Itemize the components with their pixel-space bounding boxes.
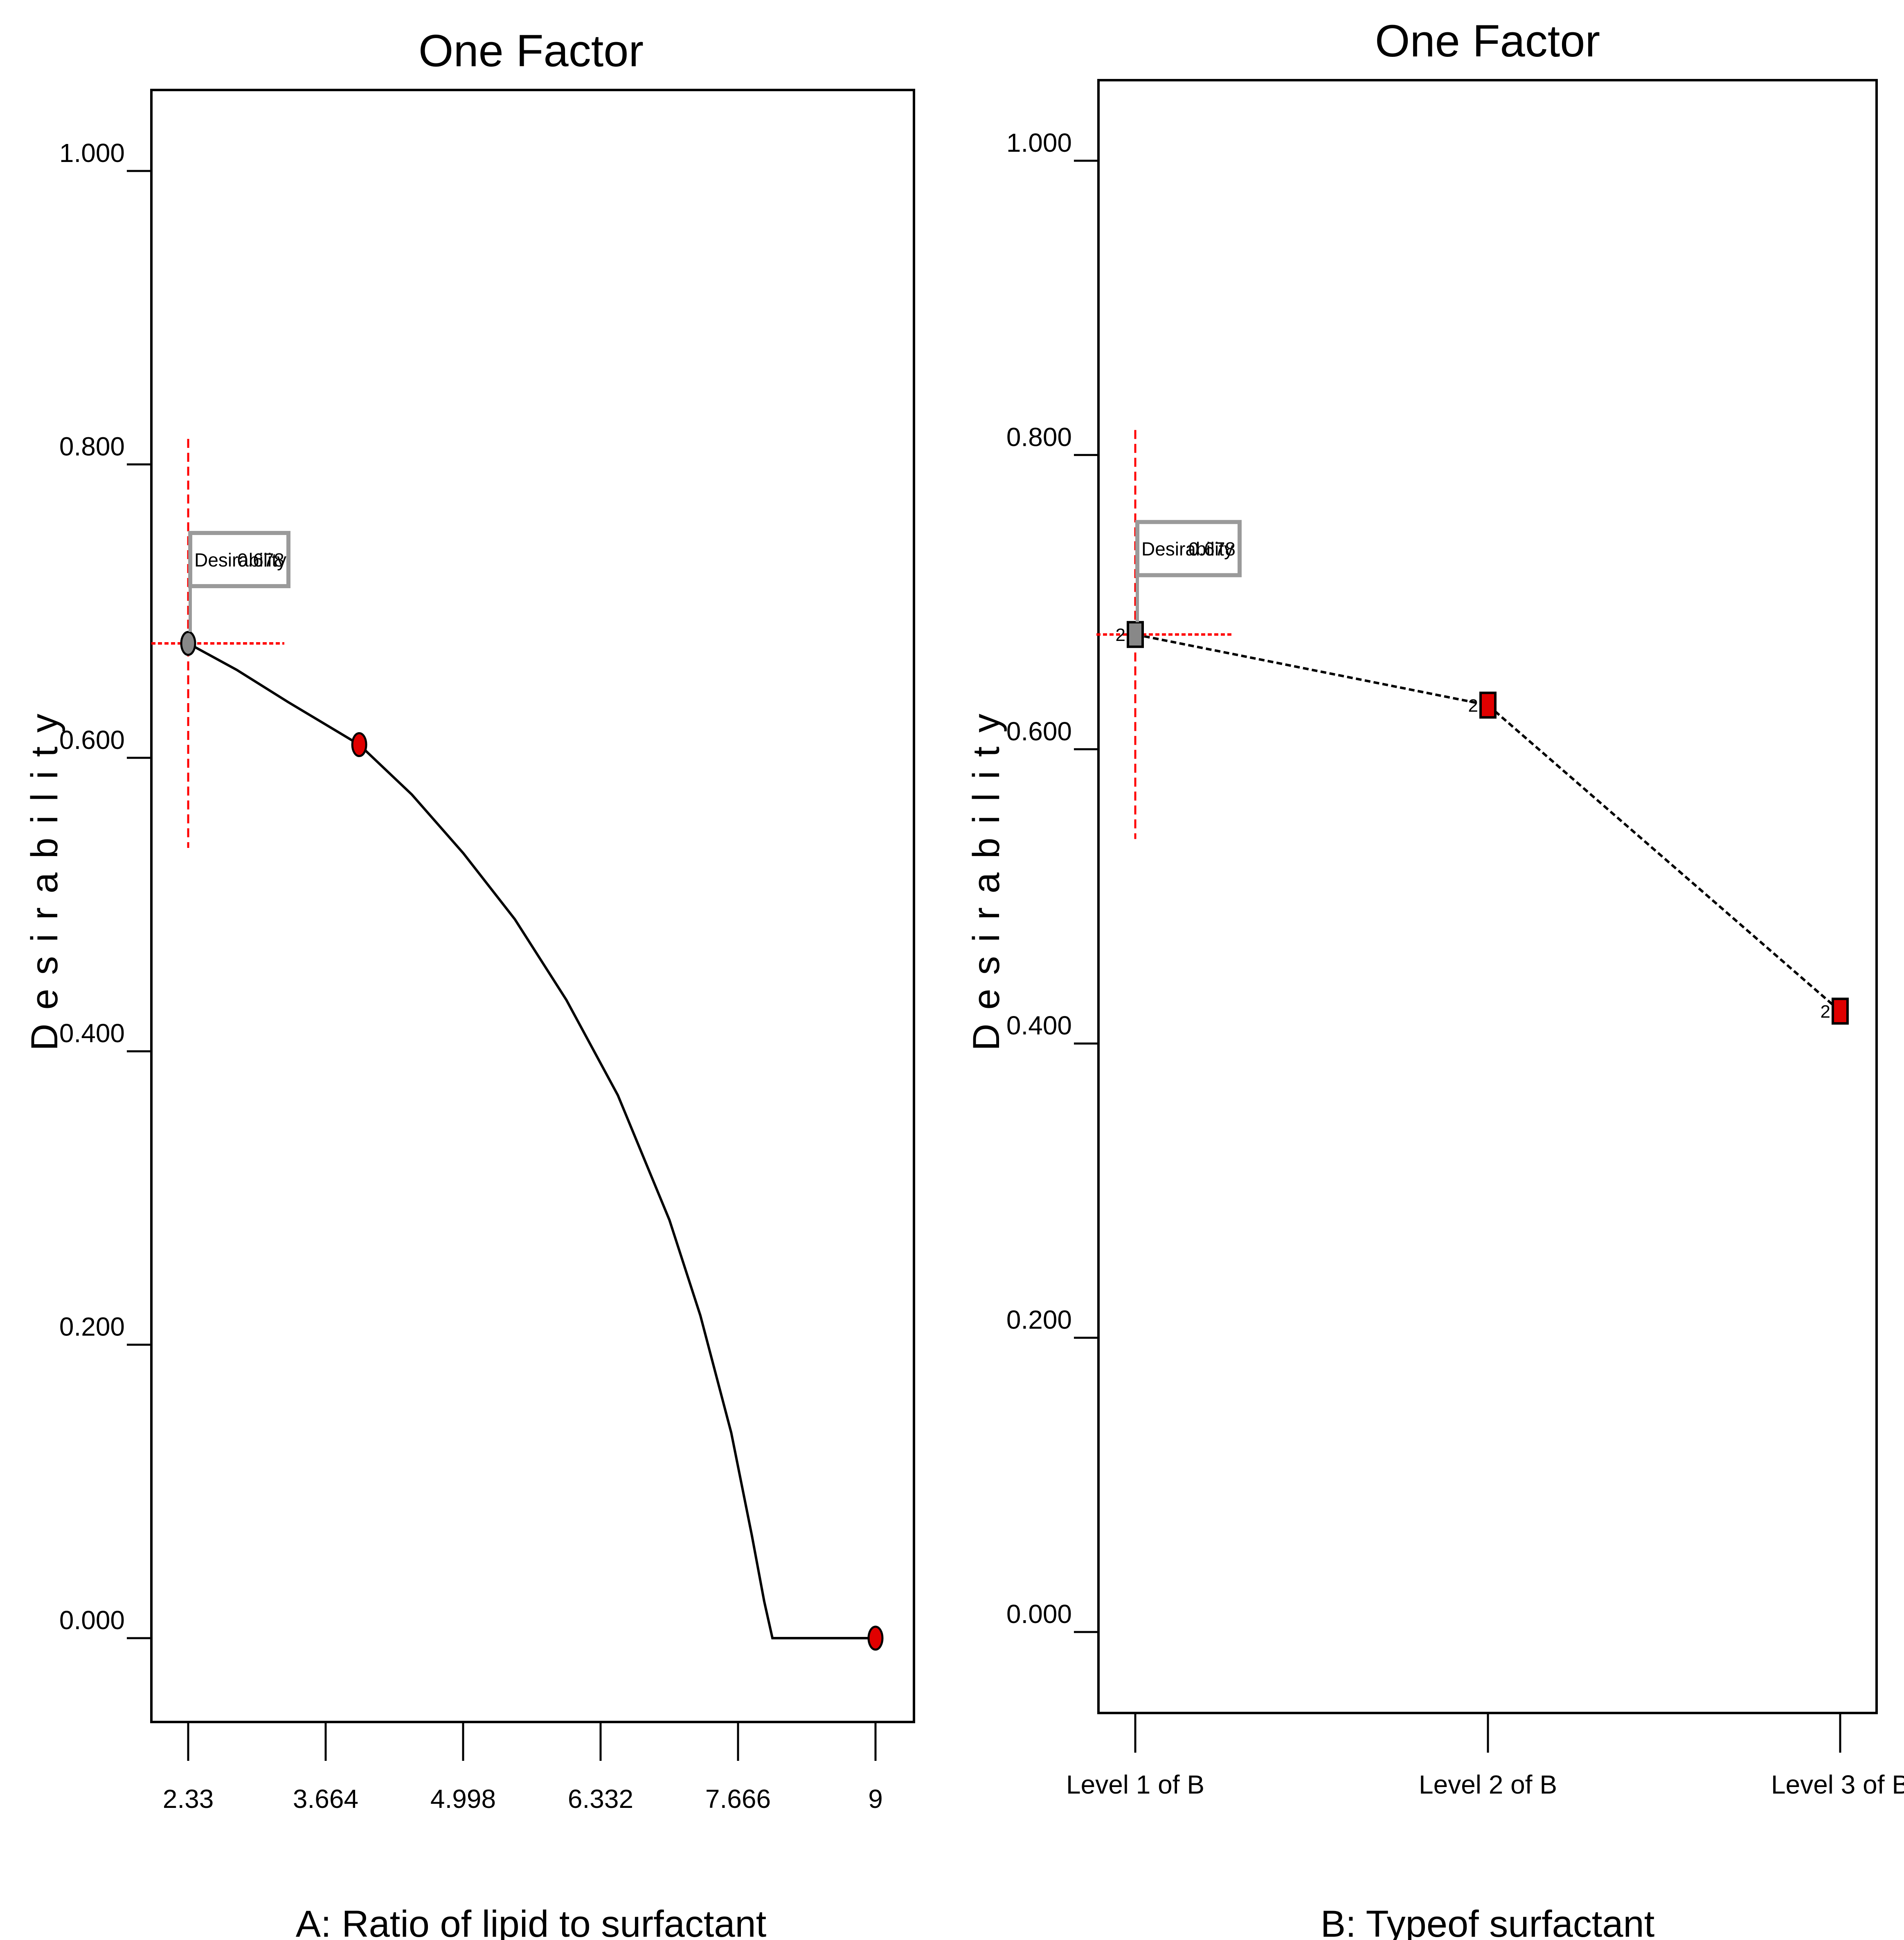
plot-frame bbox=[150, 89, 915, 1723]
desirability-annotation: Desirability 0.678 bbox=[188, 531, 290, 632]
chart-panel-a: One Factor 0.000 0.200 0.400 0.600 0.800 1.00… bbox=[24, 26, 915, 1940]
chart-title: One Factor bbox=[1375, 16, 1600, 66]
x-axis-label: B: Typeof surfactant bbox=[1321, 1903, 1655, 1940]
annotation-label: Desirability bbox=[194, 549, 286, 571]
replicate-count-label: 2 bbox=[1116, 625, 1125, 645]
design-point-marker bbox=[1127, 621, 1144, 648]
x-axis: 2.33 3.664 4.998 6.332 7.666 9 bbox=[163, 1722, 883, 1814]
y-tick-label: 1.000 bbox=[1006, 128, 1072, 157]
y-tick-label: 0.800 bbox=[59, 432, 125, 461]
chart-panel-b: One Factor 0.000 0.200 0.400 0.600 0.800 1.00… bbox=[966, 16, 1904, 1940]
y-tick-label: 0.400 bbox=[59, 1018, 125, 1048]
selection-crosshair bbox=[151, 439, 284, 848]
selected-point-marker bbox=[180, 631, 196, 656]
y-tick-label: 0.400 bbox=[1006, 1011, 1072, 1040]
y-tick-label: 0.000 bbox=[59, 1605, 125, 1635]
design-point-marker bbox=[351, 732, 367, 758]
replicate-count-label: 2 bbox=[1821, 1002, 1830, 1022]
x-axis-label: A: Ratio of lipid to surfactant bbox=[296, 1903, 767, 1940]
x-tick-label: 2.33 bbox=[163, 1784, 214, 1814]
y-tick-label: 0.600 bbox=[1006, 717, 1072, 746]
desirability-curve bbox=[187, 642, 875, 1639]
x-tick-label: Level 1 of B bbox=[1066, 1770, 1204, 1799]
design-point-marker bbox=[1479, 691, 1497, 719]
selection-crosshair bbox=[1096, 430, 1233, 839]
x-tick-label: 7.666 bbox=[705, 1784, 771, 1814]
y-tick-label: 0.800 bbox=[1006, 422, 1072, 452]
y-axis: 0.000 0.200 0.400 0.600 0.800 1.000 bbox=[1006, 128, 1098, 1633]
x-tick-label: Level 2 of B bbox=[1419, 1770, 1557, 1799]
design-point-marker bbox=[1832, 998, 1849, 1025]
y-tick-label: 1.000 bbox=[59, 138, 125, 168]
desirability-annotation: Desirability 0.678 bbox=[1135, 520, 1242, 623]
y-tick-label: 0.600 bbox=[59, 725, 125, 755]
y-axis: 0.000 0.200 0.400 0.600 0.800 1.000 bbox=[59, 138, 151, 1639]
chart-title: One Factor bbox=[419, 26, 644, 76]
x-tick-label: 3.664 bbox=[293, 1784, 358, 1814]
annotation-box bbox=[188, 531, 290, 589]
y-axis-label: Desirability bbox=[24, 700, 65, 1051]
y-tick-label: 0.200 bbox=[59, 1312, 125, 1342]
x-tick-label: 6.332 bbox=[568, 1784, 633, 1814]
desirability-line bbox=[1135, 633, 1841, 1012]
annotation-value: 0.678 bbox=[1188, 538, 1236, 560]
replicate-count-label: 2 bbox=[1468, 696, 1478, 716]
design-points bbox=[180, 631, 884, 1651]
x-tick-label: 4.998 bbox=[430, 1784, 496, 1814]
y-tick-label: 0.000 bbox=[1006, 1599, 1072, 1629]
annotation-value: 0.678 bbox=[237, 549, 284, 571]
y-axis-label: Desirability bbox=[966, 700, 1007, 1051]
plot-frame bbox=[1097, 79, 1878, 1714]
y-tick-label: 0.200 bbox=[1006, 1305, 1072, 1335]
design-point-marker bbox=[867, 1625, 884, 1651]
x-axis: Level 1 of B Level 2 of B Level 3 of B bbox=[1066, 1713, 1904, 1799]
x-tick-label: 9 bbox=[868, 1784, 883, 1814]
design-points: 2 2 2 bbox=[1116, 621, 1849, 1025]
annotation-label: Desirability bbox=[1141, 538, 1233, 560]
x-tick-label: Level 3 of B bbox=[1771, 1770, 1904, 1799]
annotation-box bbox=[1135, 520, 1242, 578]
